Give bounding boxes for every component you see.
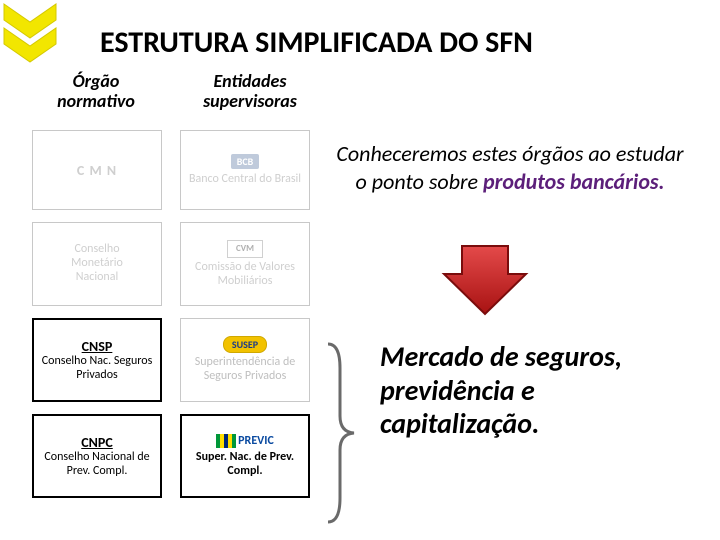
box-cmn: C M N <box>32 130 162 210</box>
box-cnpc: CNPC Conselho Nacional de Prev. Compl. <box>32 414 162 498</box>
label-cmn: C M N <box>77 162 117 179</box>
box-susep: SUSEP Superintendência de Seguros Privad… <box>180 318 310 402</box>
column-headers: Órgãonormativo Entidadessupervisoras <box>36 72 310 112</box>
box-cvm: CVM Comissão de Valores Mobiliários <box>180 222 310 306</box>
bcb-logo: BCB <box>231 154 260 169</box>
org-grid: C M N BCB Banco Central do Brasil Consel… <box>32 130 310 498</box>
box-cnsp: CNSP Conselho Nac. Seguros Privados <box>32 318 162 402</box>
susep-caption: Superintendência de Seguros Privados <box>187 356 303 384</box>
box-conselho-monetario: Conselho Monetário Nacional <box>32 222 162 306</box>
label-cm: Conselho Monetário Nacional <box>71 243 123 284</box>
page-title: ESTRUTURA SIMPLIFICADA DO SFN <box>100 24 533 61</box>
bcb-caption: Banco Central do Brasil <box>189 173 301 187</box>
susep-logo: SUSEP <box>223 336 267 353</box>
cnpc-title: CNPC <box>81 434 113 451</box>
cnsp-sub: Conselho Nac. Seguros Privados <box>40 355 154 383</box>
box-bcb: BCB Banco Central do Brasil <box>180 130 310 210</box>
cvm-caption: Comissão de Valores Mobiliários <box>187 261 303 289</box>
cvm-logo: CVM <box>227 240 263 258</box>
row-cnpc: CNPC Conselho Nacional de Prev. Compl. P… <box>32 414 310 498</box>
brazil-flag-icon <box>216 434 236 448</box>
cnpc-sub: Conselho Nacional de Prev. Compl. <box>40 451 154 479</box>
callout-top: Conheceremos estes órgãos ao estudar o p… <box>330 140 690 195</box>
row-cvm: Conselho Monetário Nacional CVM Comissão… <box>32 222 310 306</box>
previc-caption: Super. Nac. de Prev. Compl. <box>188 451 302 477</box>
row-cmn: C M N BCB Banco Central do Brasil <box>32 130 310 210</box>
box-previc: PREVIC Super. Nac. de Prev. Compl. <box>180 414 310 498</box>
arrow-down-icon <box>440 240 530 320</box>
cnsp-title: CNSP <box>82 338 113 355</box>
header-entidades: Entidadessupervisoras <box>190 72 310 112</box>
previc-logo: PREVIC <box>216 434 274 448</box>
header-orgao: Órgãonormativo <box>36 72 156 112</box>
callout-bottom: Mercado de seguros, previdência e capita… <box>380 340 700 441</box>
row-cnsp: CNSP Conselho Nac. Seguros Privados SUSE… <box>32 318 310 402</box>
bracket-icon <box>322 338 362 528</box>
chevron-decor <box>0 0 60 66</box>
